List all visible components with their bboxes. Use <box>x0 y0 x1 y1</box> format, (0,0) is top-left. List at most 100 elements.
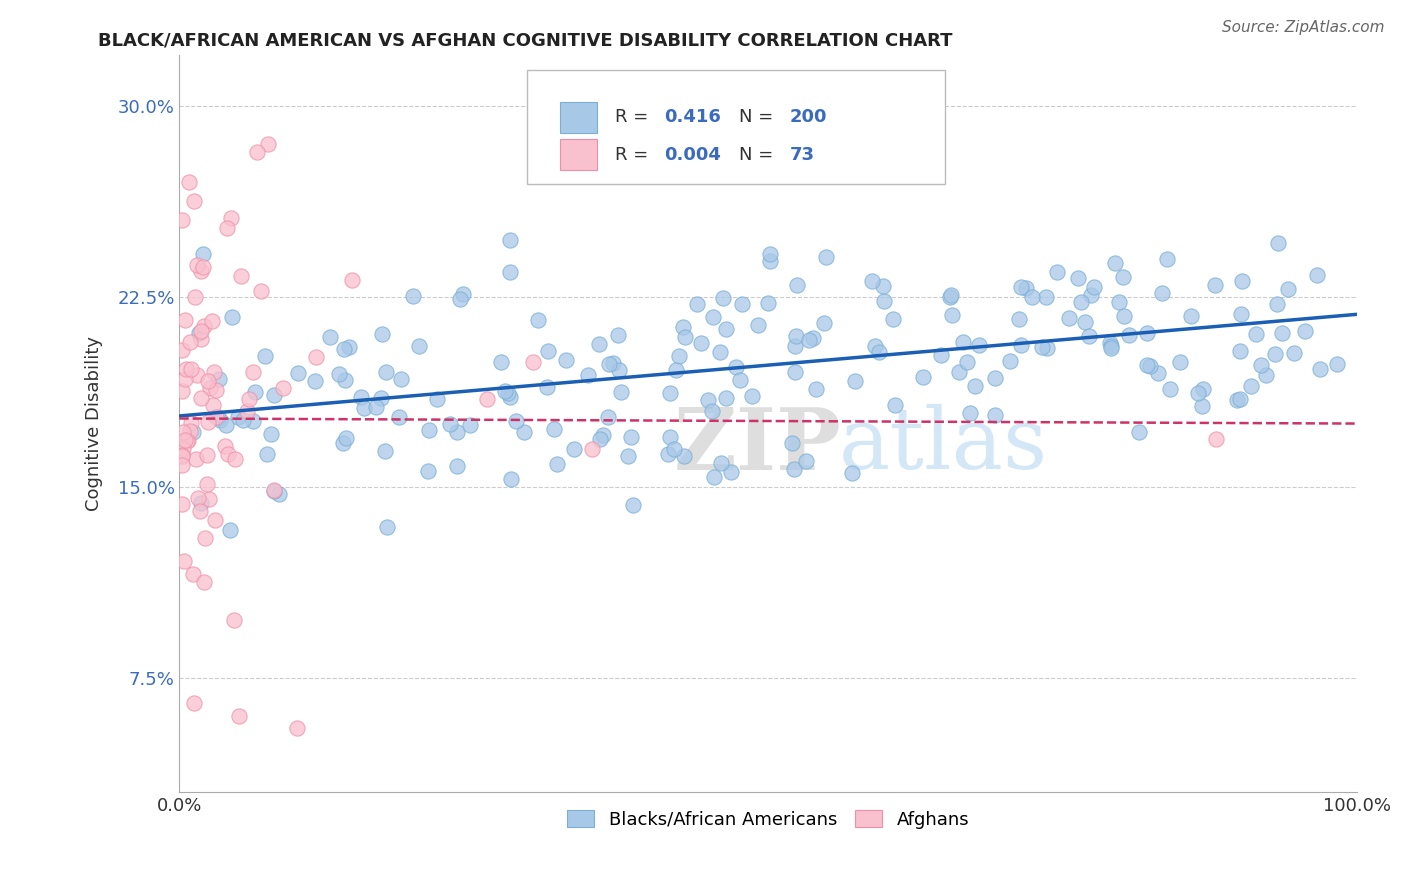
Point <box>235 404 257 418</box>
Point <box>174 313 197 327</box>
Point <box>501 472 523 486</box>
Point <box>263 388 285 402</box>
Point <box>177 175 200 189</box>
Point <box>475 392 498 406</box>
Point <box>720 465 742 479</box>
Point <box>1112 309 1135 323</box>
Point <box>941 309 963 323</box>
Point <box>242 413 264 427</box>
Point <box>191 260 214 274</box>
Point <box>242 365 264 379</box>
Point <box>872 278 894 293</box>
Point <box>228 708 250 723</box>
Point <box>1112 270 1135 285</box>
Point <box>783 462 806 476</box>
Point <box>271 381 294 395</box>
Point <box>221 310 243 325</box>
Point <box>186 258 208 272</box>
Point <box>245 385 267 400</box>
Point <box>801 331 824 345</box>
Point <box>1230 307 1253 321</box>
Point <box>172 442 194 456</box>
Point <box>621 498 644 512</box>
Point <box>1191 399 1213 413</box>
Point <box>418 424 440 438</box>
Point <box>1159 382 1181 396</box>
Point <box>804 382 827 396</box>
Point <box>702 310 724 324</box>
Point <box>170 384 193 398</box>
Point <box>1104 256 1126 270</box>
Point <box>269 487 291 501</box>
Point <box>747 318 769 333</box>
Point <box>197 415 219 429</box>
Point <box>711 291 734 305</box>
Point <box>370 391 392 405</box>
Point <box>873 294 896 309</box>
Point <box>785 339 807 353</box>
Point <box>205 409 228 424</box>
Text: Source: ZipAtlas.com: Source: ZipAtlas.com <box>1222 20 1385 35</box>
Point <box>1326 357 1348 371</box>
Point <box>285 722 308 736</box>
Point <box>709 345 731 359</box>
Point <box>219 211 242 225</box>
Point <box>333 373 356 387</box>
Text: R =: R = <box>616 108 654 126</box>
Point <box>686 297 709 311</box>
Point <box>868 344 890 359</box>
Text: 0.416: 0.416 <box>665 108 721 126</box>
Point <box>179 334 201 349</box>
Text: N =: N = <box>738 145 779 164</box>
Point <box>238 392 260 406</box>
Point <box>190 324 212 338</box>
Point <box>659 386 682 401</box>
Point <box>543 422 565 436</box>
Text: 73: 73 <box>789 145 814 164</box>
Point <box>204 512 226 526</box>
Point <box>536 380 558 394</box>
Point <box>204 383 226 397</box>
Point <box>1254 368 1277 382</box>
Point <box>602 356 624 370</box>
Point <box>328 368 350 382</box>
Point <box>786 277 808 292</box>
Point <box>1271 326 1294 341</box>
Point <box>1267 236 1289 251</box>
Point <box>304 374 326 388</box>
Point <box>190 264 212 278</box>
Point <box>1244 327 1267 342</box>
Point <box>689 336 711 351</box>
Point <box>969 337 991 351</box>
FancyBboxPatch shape <box>560 102 598 133</box>
Point <box>353 401 375 416</box>
Point <box>1229 344 1251 359</box>
Point <box>546 457 568 471</box>
Point <box>193 319 215 334</box>
Point <box>332 436 354 450</box>
Point <box>489 354 512 368</box>
Point <box>1192 382 1215 396</box>
Point <box>596 410 619 425</box>
Point <box>201 398 224 412</box>
Point <box>371 327 394 342</box>
Point <box>782 436 804 450</box>
Point <box>1205 432 1227 446</box>
Point <box>170 343 193 358</box>
Point <box>813 316 835 330</box>
Point <box>959 406 981 420</box>
Point <box>499 390 522 404</box>
Point <box>536 344 558 359</box>
Point <box>1226 392 1249 407</box>
Point <box>181 425 204 440</box>
Point <box>1070 295 1092 310</box>
Point <box>188 326 211 340</box>
Point <box>253 350 276 364</box>
Point <box>172 425 194 440</box>
Point <box>232 413 254 427</box>
Point <box>195 449 218 463</box>
Y-axis label: Cognitive Disability: Cognitive Disability <box>86 336 103 511</box>
Point <box>207 409 229 424</box>
Point <box>260 427 283 442</box>
Point <box>1136 359 1159 373</box>
